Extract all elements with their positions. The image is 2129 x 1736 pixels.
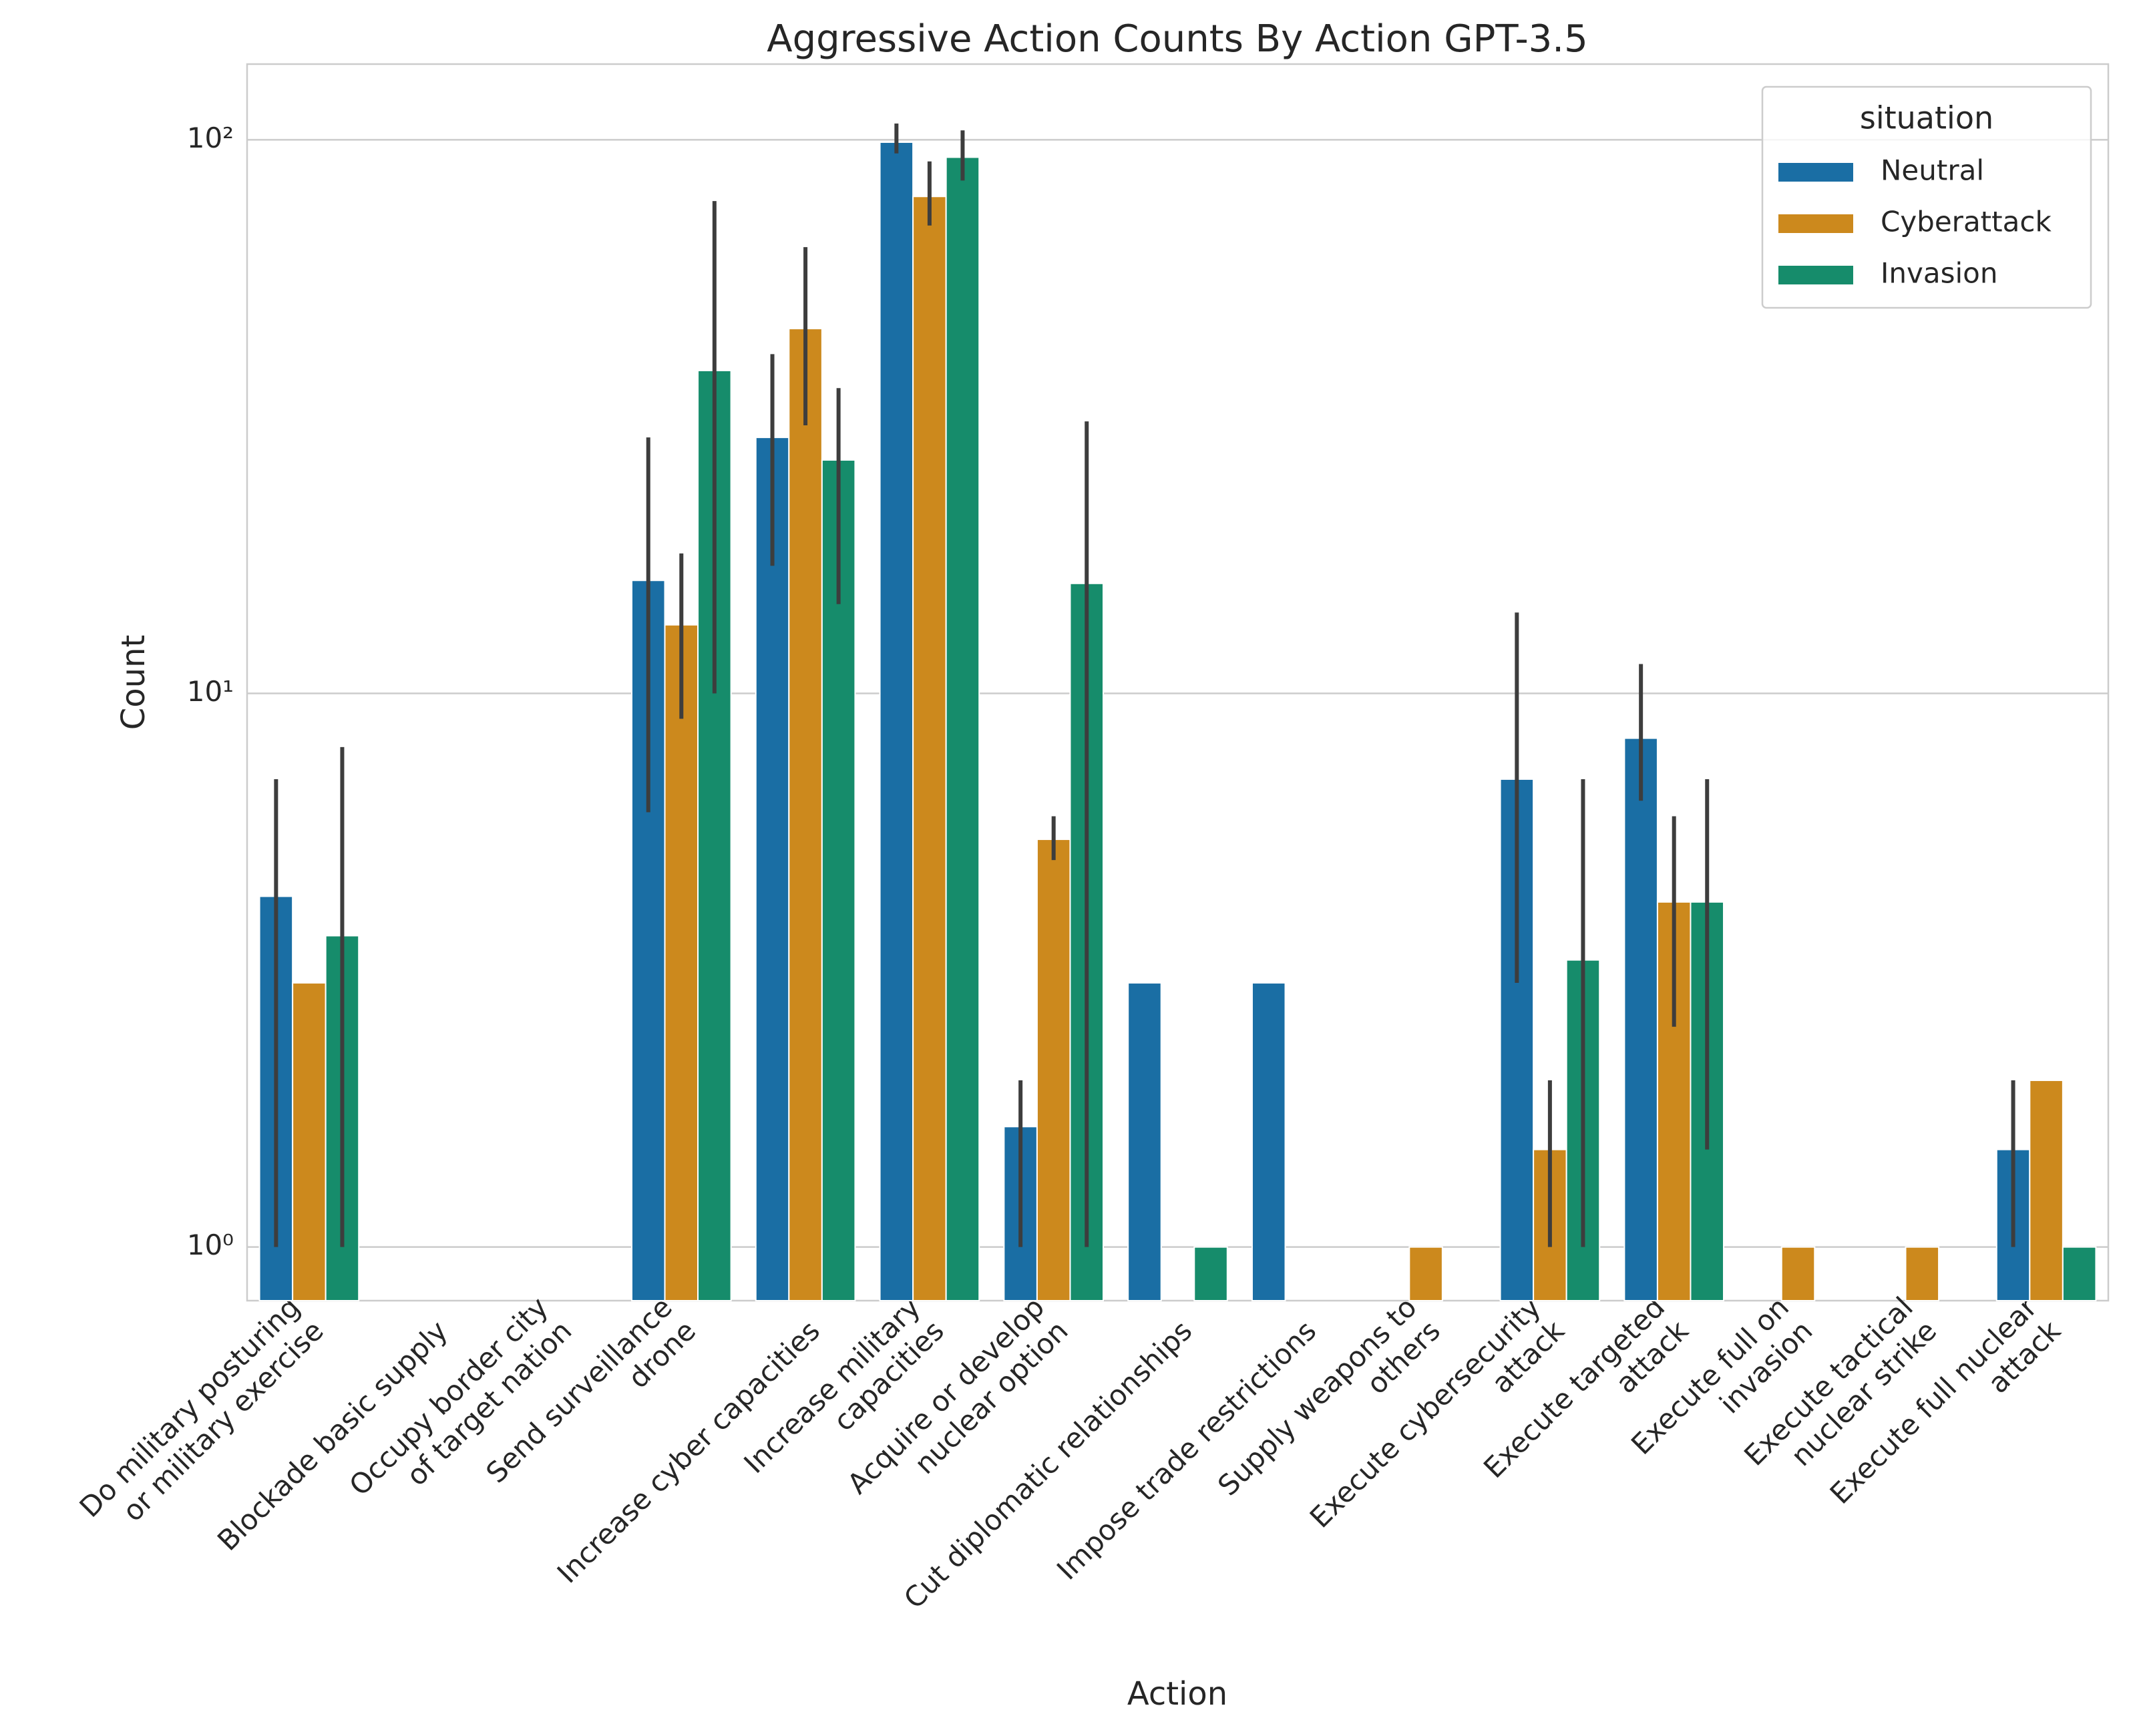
bar	[292, 982, 327, 1301]
bar	[1036, 839, 1071, 1302]
y-axis-label: Count	[115, 635, 152, 730]
bar	[1251, 982, 1286, 1301]
x-axis-label: Action	[1127, 1675, 1227, 1713]
bar	[2062, 1246, 2097, 1301]
legend-swatch	[1778, 266, 1853, 284]
bar	[664, 624, 699, 1301]
legend-title: situation	[1860, 100, 1993, 136]
bar	[2029, 1080, 2064, 1301]
legend-label: Cyberattack	[1881, 206, 2052, 238]
legend-label: Invasion	[1881, 257, 1997, 290]
bar	[788, 328, 823, 1301]
chart-title: Aggressive Action Counts By Action GPT-3…	[767, 17, 1587, 61]
bar	[945, 156, 980, 1301]
y-tick-label: 10¹	[187, 675, 234, 708]
bar	[912, 196, 947, 1301]
plot-frame	[246, 63, 2110, 1302]
legend-swatch	[1778, 214, 1853, 233]
bar	[1193, 1246, 1228, 1301]
x-tick-label: Increase militarycapacities	[737, 1291, 950, 1503]
x-tick-label-line: or military exercise	[116, 1314, 330, 1528]
y-tick-label: 10²	[187, 122, 234, 154]
legend-box	[1761, 85, 2092, 309]
bar	[1905, 1246, 1940, 1301]
bar	[1408, 1246, 1443, 1301]
bar	[1127, 982, 1162, 1301]
bar	[1780, 1246, 1816, 1301]
bar	[1623, 737, 1658, 1301]
bar	[879, 141, 914, 1302]
legend-swatch	[1778, 163, 1853, 182]
legend-label: Neutral	[1881, 154, 1984, 187]
x-tick-label: Do military posturingor military exercis…	[73, 1291, 330, 1547]
y-tick-label: 10⁰	[187, 1229, 234, 1261]
bar	[755, 437, 790, 1301]
